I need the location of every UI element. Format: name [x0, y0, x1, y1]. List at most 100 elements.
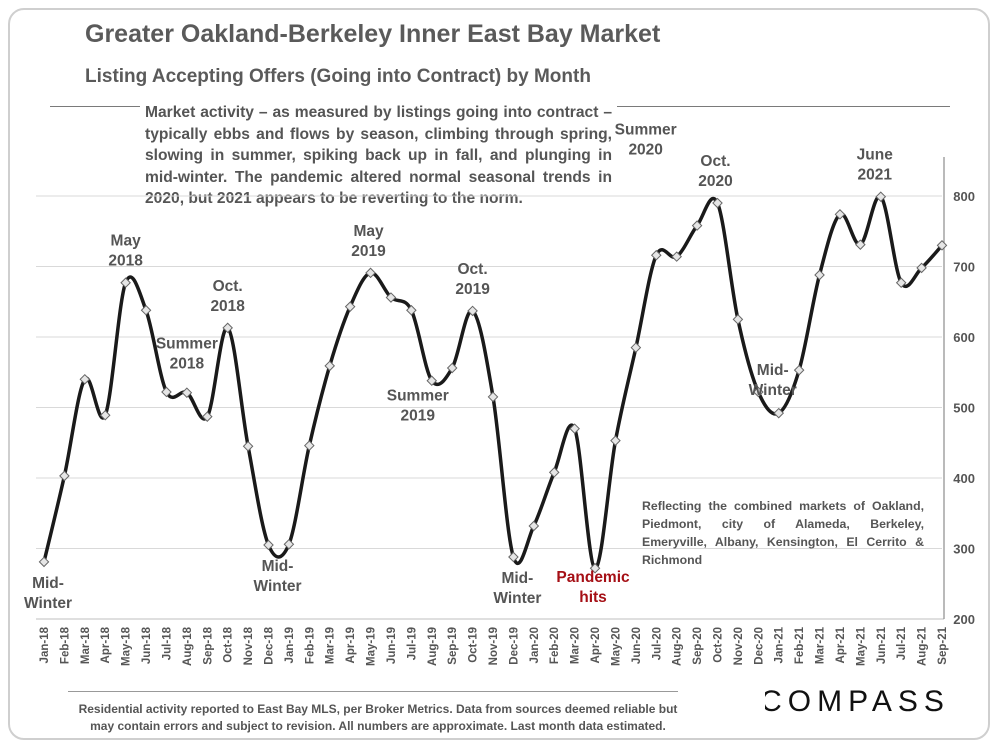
divider-right — [617, 106, 950, 107]
x-tick-label: Apr-21 — [835, 626, 847, 663]
source-footer: Residential activity reported to East Ba… — [78, 702, 678, 733]
x-tick-label: Oct-18 — [223, 626, 235, 662]
gridlines — [36, 195, 942, 549]
data-point — [589, 562, 601, 574]
x-tick-label: Feb-20 — [549, 627, 561, 664]
x-tick-label: Jul-18 — [161, 626, 173, 660]
data-point — [834, 209, 846, 220]
data-point — [916, 262, 927, 274]
data-point — [691, 220, 703, 231]
annotation-label: May 2018 — [108, 233, 143, 270]
annotation-label: Summer 2018 — [156, 336, 218, 373]
data-point — [99, 409, 111, 421]
annotation-label: Mid-Winter — [493, 570, 541, 607]
compass-logo: COMPASS — [765, 685, 945, 718]
x-tick-label: Apr-19 — [345, 627, 357, 663]
annotation-label: Mid-Winter — [253, 558, 301, 595]
x-tick-label: Apr-18 — [100, 626, 112, 663]
data-point — [446, 362, 458, 374]
data-point — [59, 470, 70, 482]
data-point — [487, 391, 499, 403]
x-tick-label: Sep-18 — [202, 626, 214, 664]
data-point — [263, 539, 274, 551]
data-point — [324, 360, 336, 372]
x-tick-label: Jul-20 — [651, 627, 663, 660]
x-tick-label: Apr-20 — [590, 627, 602, 663]
x-tick-label: Dec-19 — [508, 627, 520, 665]
y-tick-label: 800 — [953, 189, 975, 204]
data-point — [732, 314, 744, 325]
data-point — [120, 277, 131, 289]
x-tick-label: Oct-20 — [713, 627, 725, 663]
x-tick-label: May-18 — [121, 626, 133, 666]
data-point — [365, 267, 376, 279]
annotation-label: Oct. 2020 — [698, 153, 732, 190]
data-point — [38, 556, 50, 568]
x-tick-label: Sep-19 — [447, 627, 459, 665]
data-point — [344, 301, 356, 312]
compass-logo-text: COMPASS — [765, 685, 945, 718]
annotation-label: Pandemic hits — [556, 569, 630, 606]
x-tick-label: Jun-21 — [876, 626, 888, 664]
x-tick-label: Jul-19 — [406, 627, 418, 660]
data-point — [630, 342, 642, 353]
annotation-label: Oct. 2018 — [210, 278, 245, 315]
x-tick-label: Jan-20 — [529, 627, 541, 663]
x-tick-label: Sep-21 — [937, 626, 949, 664]
data-point — [855, 239, 866, 250]
data-point — [548, 467, 560, 478]
y-tick-label: 300 — [953, 542, 975, 557]
data-point — [161, 386, 172, 398]
y-tick-label: 700 — [953, 260, 975, 275]
x-tick-label: Dec-20 — [753, 627, 765, 665]
data-point — [467, 305, 478, 317]
data-point — [753, 386, 764, 398]
data-point — [426, 375, 438, 387]
data-point — [875, 191, 887, 203]
data-point — [814, 269, 825, 281]
data-point — [712, 197, 723, 209]
y-tick-label: 200 — [953, 612, 975, 627]
x-tick-label: Aug-20 — [672, 627, 684, 666]
x-tick-label: Nov-20 — [733, 627, 745, 665]
data-point — [650, 249, 662, 261]
annotations: Mid-Winter May 2018 Summer 2018 Oct. 2018 Mid-W… — [24, 122, 893, 612]
data-point — [283, 538, 295, 550]
data-point — [936, 240, 948, 251]
annotation-label: Summer 2019 — [387, 388, 449, 425]
x-tick-label: Mar-21 — [815, 626, 827, 664]
x-tick-label: Nov-18 — [243, 626, 255, 665]
data-point — [793, 364, 805, 376]
data-point — [242, 440, 254, 452]
chart-title: Greater Oakland-Berkeley Inner East Bay … — [85, 20, 661, 48]
data-point — [201, 411, 213, 422]
annotation-label: Mid-Winter — [24, 575, 72, 612]
data-point — [773, 407, 785, 419]
x-tick-label: Aug-21 — [917, 626, 929, 666]
x-tick-label: Mar-20 — [570, 627, 582, 664]
footer-divider — [68, 691, 678, 692]
annotation-label: Mid-Winter — [749, 362, 797, 399]
divider-left — [50, 106, 140, 107]
x-tick-label: May-21 — [855, 626, 867, 666]
y-tick-label: 600 — [953, 330, 975, 345]
x-tick-label: May-19 — [366, 627, 378, 666]
data-point — [508, 551, 519, 563]
x-tick-label: Dec-18 — [264, 626, 276, 664]
data-point — [181, 387, 193, 399]
data-point — [610, 435, 621, 446]
data-point — [222, 322, 233, 334]
data-point — [385, 292, 397, 303]
data-point — [671, 251, 682, 262]
x-tick-label: Mar-19 — [325, 627, 337, 664]
data-markers — [38, 191, 948, 574]
y-tick-label: 500 — [953, 401, 975, 416]
x-tick-label: Jun-18 — [141, 626, 153, 664]
x-tick-label: Feb-19 — [304, 627, 316, 664]
annotation-label: Summer 2020 — [615, 122, 677, 159]
chart-card — [8, 8, 990, 740]
data-point — [304, 440, 315, 451]
data-point — [528, 520, 540, 532]
x-tick-label: Jan-21 — [774, 626, 786, 663]
